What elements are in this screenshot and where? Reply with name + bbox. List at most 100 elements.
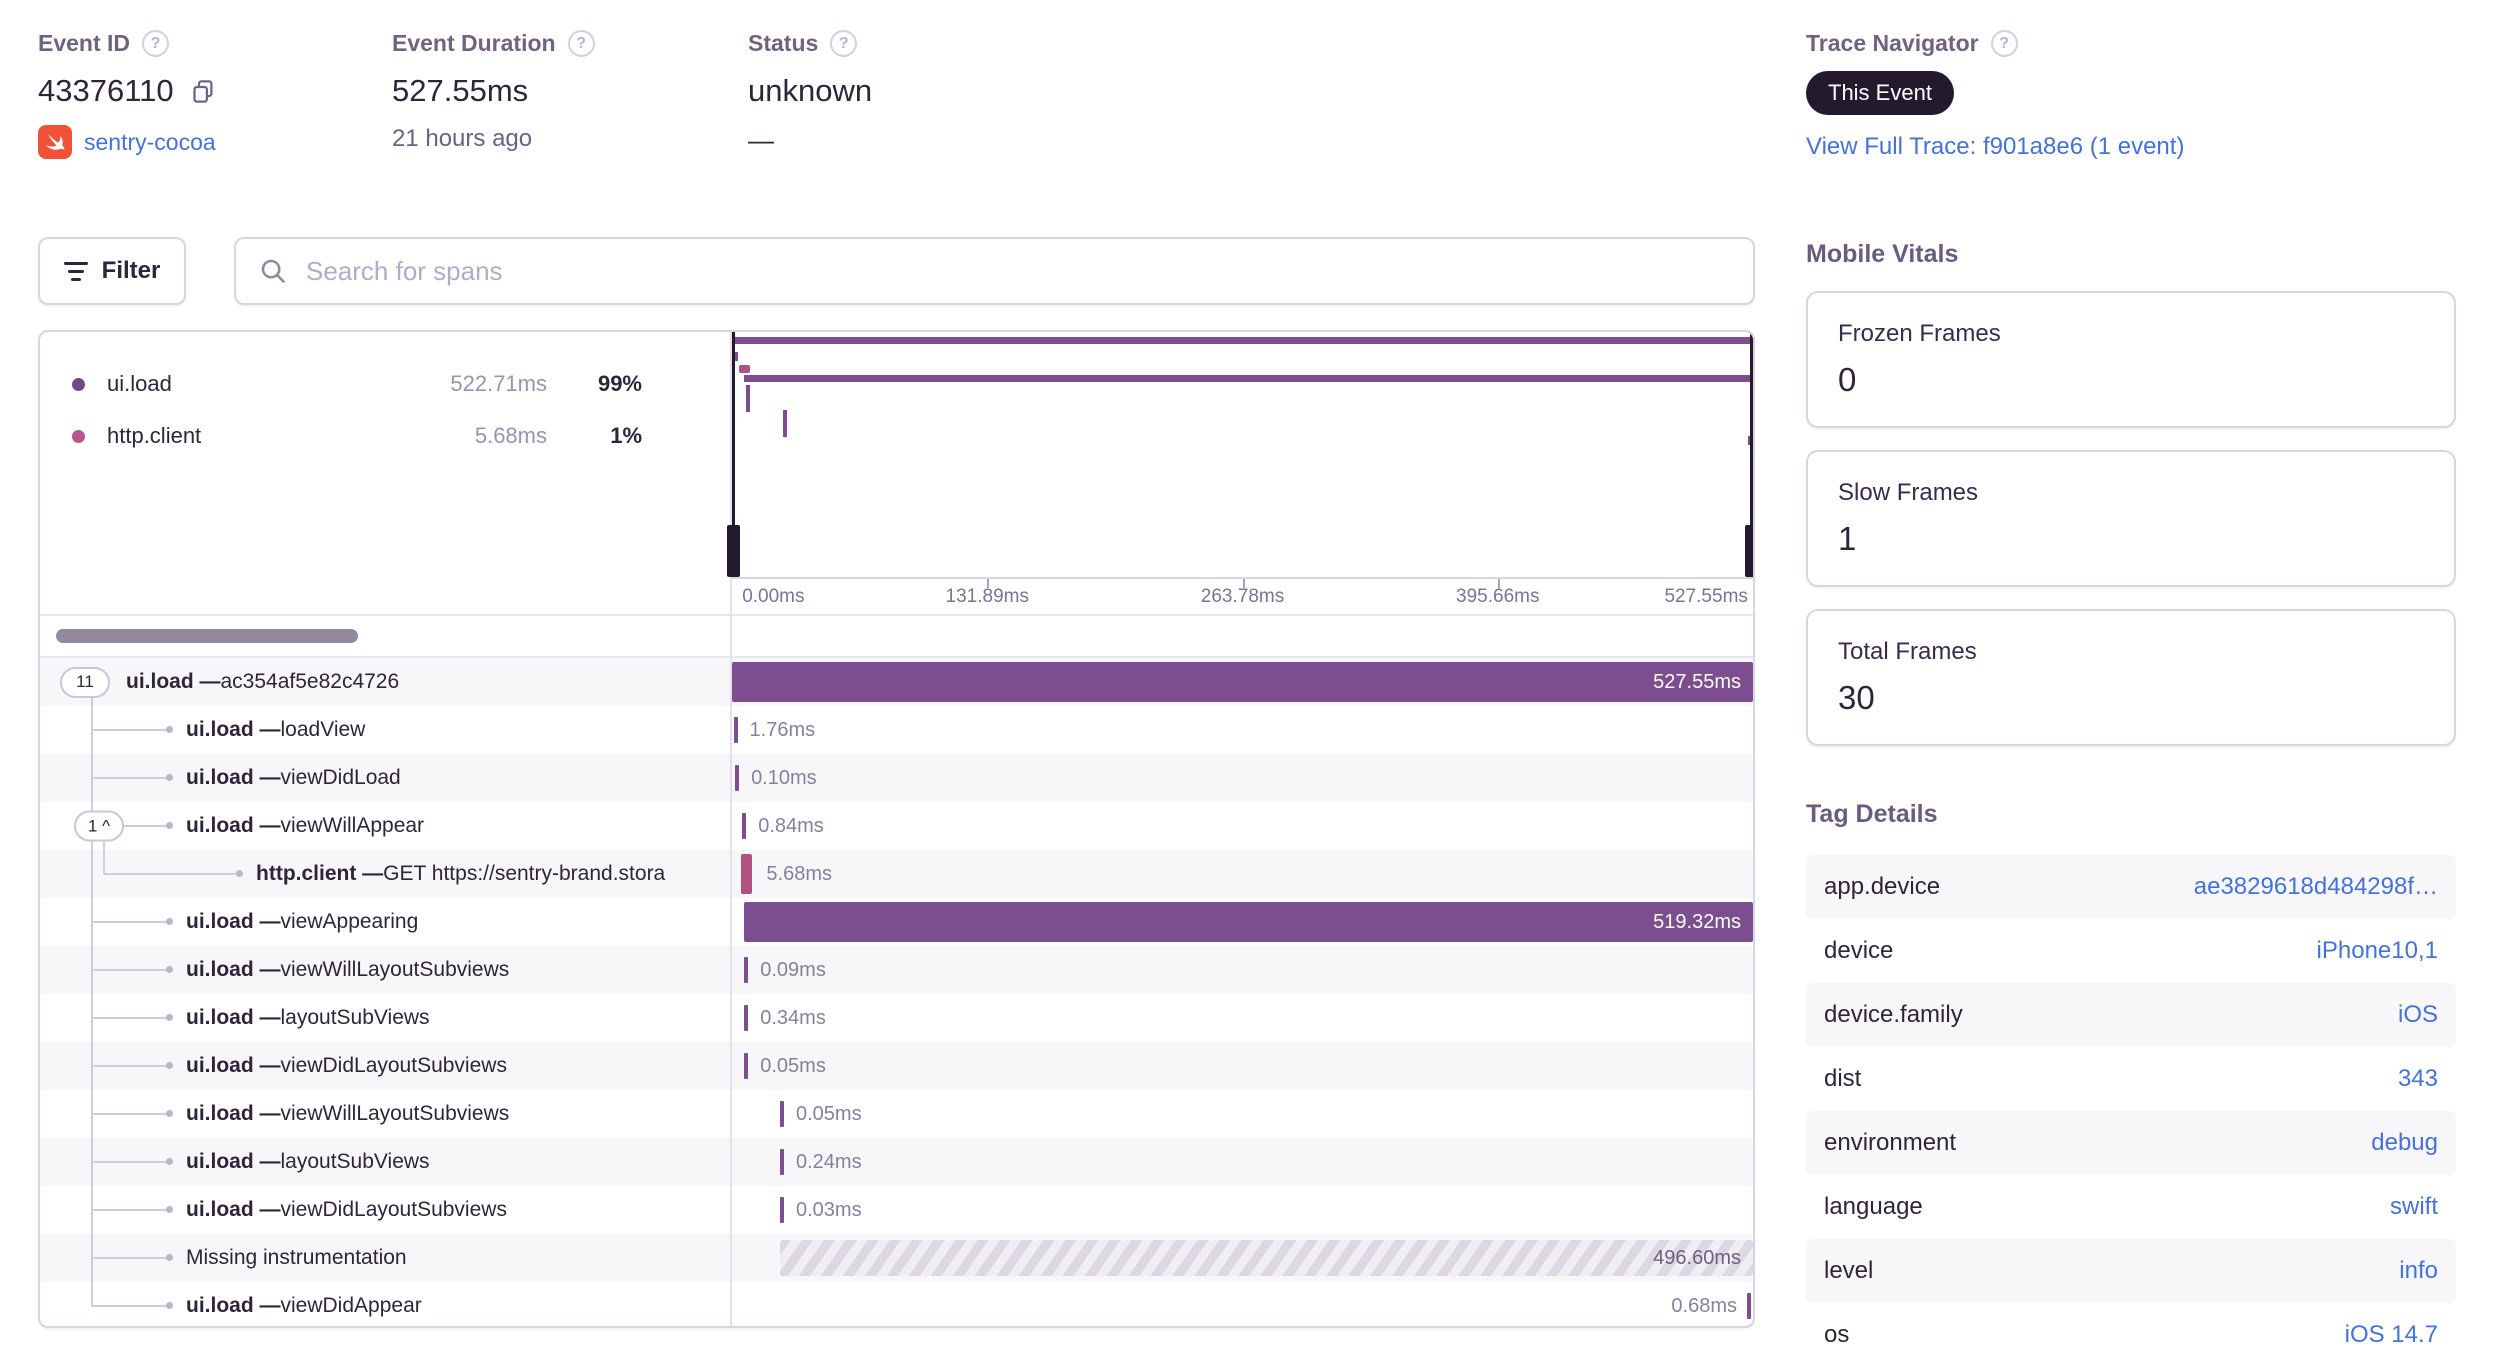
span-op: ui.load — xyxy=(186,1102,281,1125)
tag-details-title: Tag Details xyxy=(1806,800,1938,828)
tag-key: device xyxy=(1824,937,1894,964)
span-row[interactable]: ui.load — viewDidAppear 0.68ms xyxy=(40,1282,1753,1326)
span-row[interactable]: ui.load — layoutSubViews 0.34ms xyxy=(40,994,1753,1042)
minimap-right-boundary[interactable] xyxy=(1750,332,1753,577)
span-description: viewWillAppear xyxy=(280,814,425,837)
span-bar-cell: 0.34ms xyxy=(732,994,1753,1042)
span-bar-cell: 5.68ms xyxy=(732,850,1753,898)
filter-icon xyxy=(63,261,88,281)
span-description: viewDidAppear xyxy=(280,1294,422,1317)
span-duration-label: 5.68ms xyxy=(766,863,832,885)
span-tree-cell: ui.load — viewDidLoad xyxy=(40,754,732,802)
filter-button[interactable]: Filter xyxy=(38,237,186,305)
event-id-label: Event ID xyxy=(38,30,131,56)
span-op: ui.load — xyxy=(186,718,281,741)
tag-value-link[interactable]: info xyxy=(2399,1257,2438,1284)
legend-duration: 5.68ms xyxy=(474,423,547,448)
axis-tick-mark xyxy=(987,579,990,588)
project-link[interactable]: sentry-cocoa xyxy=(84,128,216,155)
tag-key: app.device xyxy=(1824,873,1941,900)
minimap-left-handle[interactable] xyxy=(727,525,740,577)
tree-connector xyxy=(92,921,166,923)
tag-value-link[interactable]: swift xyxy=(2390,1193,2438,1220)
tree-node-dot xyxy=(166,822,173,829)
span-row[interactable]: http.client — GET https://sentry-brand.s… xyxy=(40,850,1753,898)
tree-connector xyxy=(92,1017,166,1019)
tree-node-dot xyxy=(166,1302,173,1309)
tag-key: os xyxy=(1824,1321,1850,1348)
span-description: viewWillLayoutSubviews xyxy=(280,1102,510,1125)
scrollbar-thumb[interactable] xyxy=(56,629,358,643)
trace-minimap xyxy=(727,332,1753,577)
tag-row: app.device ae3829618d484298f… xyxy=(1806,855,2456,919)
help-icon[interactable]: ? xyxy=(142,30,170,57)
span-row[interactable]: ui.load — viewWillLayoutSubviews 0.09ms xyxy=(40,946,1753,994)
span-tree-cell: ui.load — viewWillLayoutSubviews xyxy=(40,946,732,994)
span-row[interactable]: ui.load — viewDidLayoutSubviews 0.05ms xyxy=(40,1042,1753,1090)
span-bar xyxy=(744,1053,749,1079)
span-bar-cell: 0.09ms xyxy=(732,946,1753,994)
span-tree-cell: ui.load — viewWillLayoutSubviews xyxy=(40,1090,732,1138)
span-description: Missing instrumentation xyxy=(186,1246,407,1269)
tree-connector xyxy=(92,1113,166,1115)
span-op: ui.load — xyxy=(186,1006,281,1029)
span-duration-label: 0.05ms xyxy=(760,1055,826,1077)
axis-label: 131.89ms xyxy=(945,586,1029,607)
span-row[interactable]: ui.load — viewDidLayoutSubviews 0.03ms xyxy=(40,1186,1753,1234)
minimap-left-boundary[interactable] xyxy=(732,332,735,577)
tag-value-link[interactable]: 343 xyxy=(2397,1065,2438,1092)
span-row[interactable]: 1 ^ ui.load — viewWillAppear 0.84ms xyxy=(40,802,1753,850)
tag-value-link[interactable]: ae3829618d484298f… xyxy=(2193,873,2438,900)
children-count-pill[interactable]: 11 xyxy=(60,666,110,698)
copy-icon[interactable] xyxy=(190,78,217,105)
span-row[interactable]: ui.load — viewAppearing 519.32ms xyxy=(40,898,1753,946)
span-row[interactable]: Missing instrumentation 496.60ms xyxy=(40,1234,1753,1282)
span-description: layoutSubViews xyxy=(280,1150,430,1173)
span-row[interactable]: 11 ui.load — ac354af5e82c4726 527.55ms xyxy=(40,658,1753,706)
children-count-pill[interactable]: 1 ^ xyxy=(74,810,124,842)
help-icon[interactable]: ? xyxy=(830,30,858,57)
span-bar xyxy=(779,1101,784,1127)
help-icon[interactable]: ? xyxy=(1990,30,2018,57)
span-row[interactable]: ui.load — viewWillLayoutSubviews 0.05ms xyxy=(40,1090,1753,1138)
tag-value-link[interactable]: iOS 14.7 xyxy=(2344,1321,2438,1348)
span-tree-cell: ui.load — viewDidAppear xyxy=(40,1282,732,1326)
minimap-span-mark xyxy=(1747,436,1752,445)
legend: ui.load 522.71ms 99% http.client 5.68ms 1% xyxy=(40,332,730,577)
span-row[interactable]: ui.load — loadView 1.76ms xyxy=(40,706,1753,754)
tree-connector xyxy=(92,1257,166,1259)
event-duration-label: Event Duration xyxy=(392,30,556,56)
minimap-right-handle[interactable] xyxy=(1745,525,1753,577)
tag-rows: app.device ae3829618d484298f… device iPhone… xyxy=(1806,855,2456,1367)
span-rows: 11 ui.load — ac354af5e82c4726 527.55ms ui.l… xyxy=(40,658,1753,1326)
tree-node-dot xyxy=(166,726,173,733)
span-tree-cell: ui.load — viewDidLayoutSubviews xyxy=(40,1042,732,1090)
span-row[interactable]: ui.load — layoutSubViews 0.24ms xyxy=(40,1138,1753,1186)
tag-row: environment debug xyxy=(1806,1111,2456,1175)
minimap-span-mark xyxy=(732,337,1753,344)
span-bar-cell: 0.84ms xyxy=(732,802,1753,850)
legend-op: http.client xyxy=(107,423,202,448)
legend-item[interactable]: http.client 5.68ms 1% xyxy=(40,410,730,462)
tree-guide-line xyxy=(91,698,93,1306)
search-input[interactable] xyxy=(304,254,1731,288)
legend-percent: 99% xyxy=(597,371,642,396)
missing-instrumentation-bar: 496.60ms xyxy=(779,1240,1753,1276)
tree-connector xyxy=(104,873,236,875)
search-icon xyxy=(258,256,288,286)
tree-connector xyxy=(92,777,166,779)
tag-row: device iPhone10,1 xyxy=(1806,919,2456,983)
status-section: Status ? unknown — xyxy=(748,30,872,156)
tag-row: language swift xyxy=(1806,1175,2456,1239)
tag-value-link[interactable]: iPhone10,1 xyxy=(2316,937,2438,964)
span-tree-cell: ui.load — viewDidLayoutSubviews xyxy=(40,1186,732,1234)
view-full-trace-link[interactable]: View Full Trace: f901a8e6 (1 event) xyxy=(1806,133,2185,160)
tag-row: device.family iOS xyxy=(1806,983,2456,1047)
legend-item[interactable]: ui.load 522.71ms 99% xyxy=(40,358,730,410)
span-row[interactable]: ui.load — viewDidLoad 0.10ms xyxy=(40,754,1753,802)
span-description: ac354af5e82c4726 xyxy=(220,670,400,693)
help-icon[interactable]: ? xyxy=(567,30,595,57)
tag-value-link[interactable]: debug xyxy=(2371,1129,2438,1156)
tag-value-link[interactable]: iOS xyxy=(2397,1001,2438,1028)
span-bar-cell: 0.10ms xyxy=(732,754,1753,802)
